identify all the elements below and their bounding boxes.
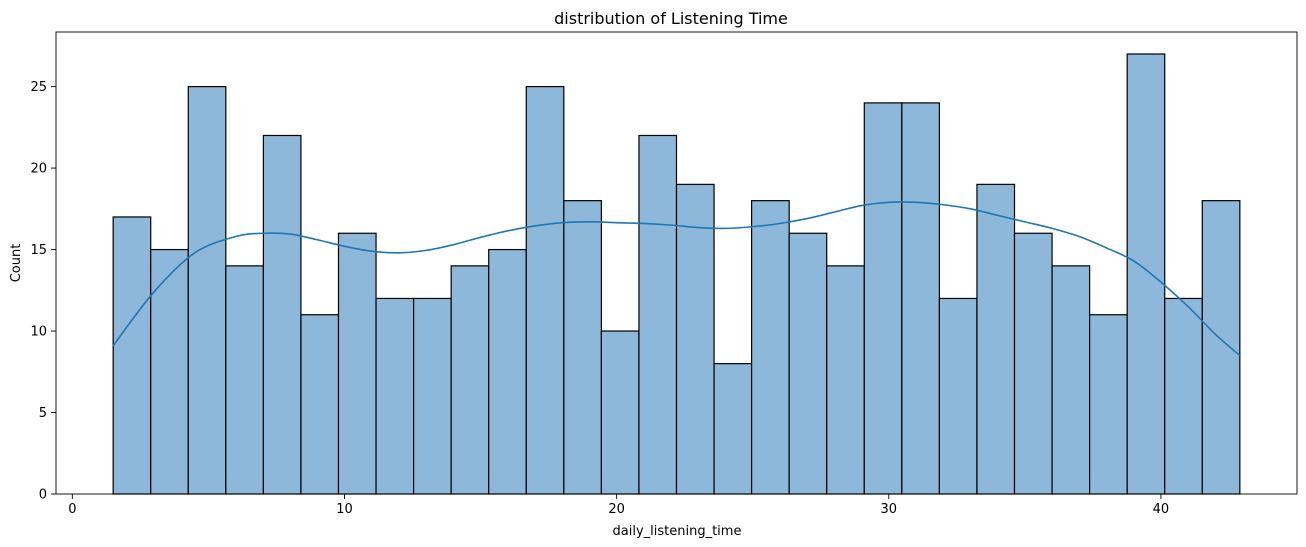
y-tick-label: 5	[39, 406, 47, 421]
histogram-bar	[1013, 232, 1053, 495]
x-tick-label: 0	[68, 502, 76, 517]
histogram-bar	[1164, 297, 1203, 495]
x-tick-label: 40	[1153, 502, 1170, 517]
histogram-bar	[1201, 200, 1241, 495]
histogram-bar	[638, 134, 678, 495]
y-tick-label: 10	[30, 325, 47, 340]
histogram-bar	[976, 183, 1016, 495]
plot-frame	[55, 31, 1298, 495]
histogram-bar	[826, 265, 865, 495]
histogram-bar	[225, 265, 264, 495]
chart-title: distribution of Listening Time	[554, 9, 788, 28]
histogram-bar	[563, 200, 602, 495]
y-tick-label: 25	[30, 80, 47, 95]
y-tick-label: 15	[30, 243, 47, 258]
kde-line	[112, 201, 1241, 357]
histogram-bar	[1051, 265, 1091, 495]
x-tick-label: 30	[881, 502, 898, 517]
bars-layer	[112, 53, 1241, 495]
histogram-bar	[713, 363, 753, 495]
histogram-bar	[187, 85, 227, 495]
histogram-bar	[675, 183, 715, 495]
x-tick-label: 10	[336, 502, 353, 517]
histogram-bar	[375, 297, 415, 495]
y-tick-label: 0	[39, 488, 47, 503]
histogram-bar	[300, 314, 340, 495]
x-axis: 0 10 20 30 40	[68, 494, 1169, 517]
y-tick-label: 20	[30, 162, 47, 177]
histogram-bar	[112, 216, 152, 495]
histogram-bar	[525, 85, 565, 495]
histogram-bar	[413, 297, 452, 495]
histogram-bar	[600, 330, 640, 495]
histogram-bar	[450, 265, 490, 495]
histogram-bar	[1126, 53, 1166, 495]
y-axis: 0 5 10 15 20 25	[30, 80, 56, 503]
x-axis-label: daily_listening_time	[613, 524, 742, 539]
histogram-bar	[337, 232, 377, 495]
histogram-bar	[1089, 314, 1128, 495]
histogram-bar	[863, 102, 903, 495]
histogram-bar	[901, 102, 940, 495]
y-axis-label: Count	[9, 244, 24, 283]
histogram-bar	[150, 248, 189, 495]
x-tick-label: 20	[608, 502, 625, 517]
histogram-bar	[262, 134, 302, 495]
histogram-bar	[488, 248, 527, 495]
histogram-bar	[751, 200, 790, 495]
histogram-bar	[788, 232, 828, 495]
histogram-bar	[938, 297, 978, 495]
